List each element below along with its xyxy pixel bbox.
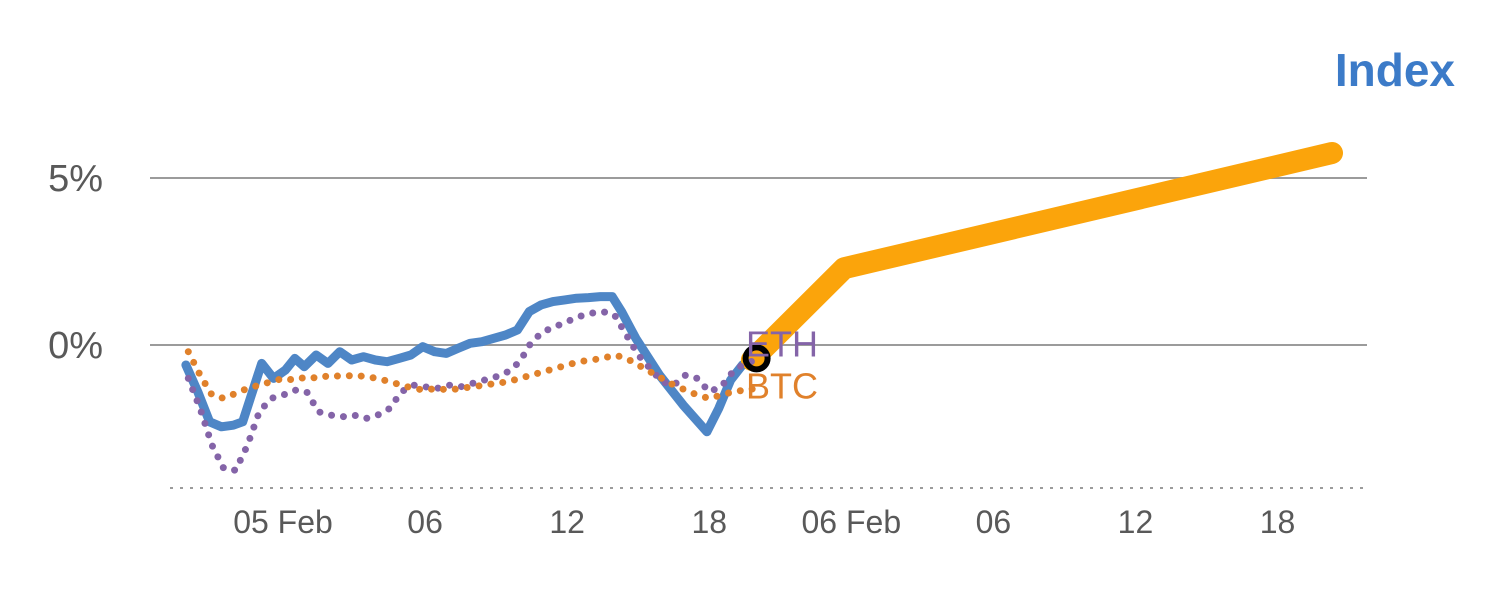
x-tick-label: 18 — [1260, 504, 1296, 540]
series-index-line — [181, 292, 762, 437]
forecast-start-marker — [742, 344, 771, 373]
chart-title: Index — [1335, 44, 1456, 96]
x-tick-label: 06 — [976, 504, 1012, 540]
x-tick-label: 12 — [1118, 504, 1154, 540]
annotation-btc-label: BTC — [746, 365, 818, 406]
y-tick-label: 0% — [48, 325, 103, 367]
x-tick-label: 06 Feb — [802, 504, 902, 540]
series-eth-line — [184, 308, 761, 474]
x-tick-label: 18 — [691, 504, 727, 540]
x-tick-label: 06 — [407, 504, 443, 540]
x-tick-label: 12 — [549, 504, 585, 540]
x-tick-label: 05 Feb — [233, 504, 333, 540]
series-index-forecast-line — [740, 142, 1343, 371]
annotation-eth-label: ETH — [746, 324, 818, 365]
y-tick-label: 5% — [48, 158, 103, 200]
series-btc-line — [184, 348, 761, 402]
